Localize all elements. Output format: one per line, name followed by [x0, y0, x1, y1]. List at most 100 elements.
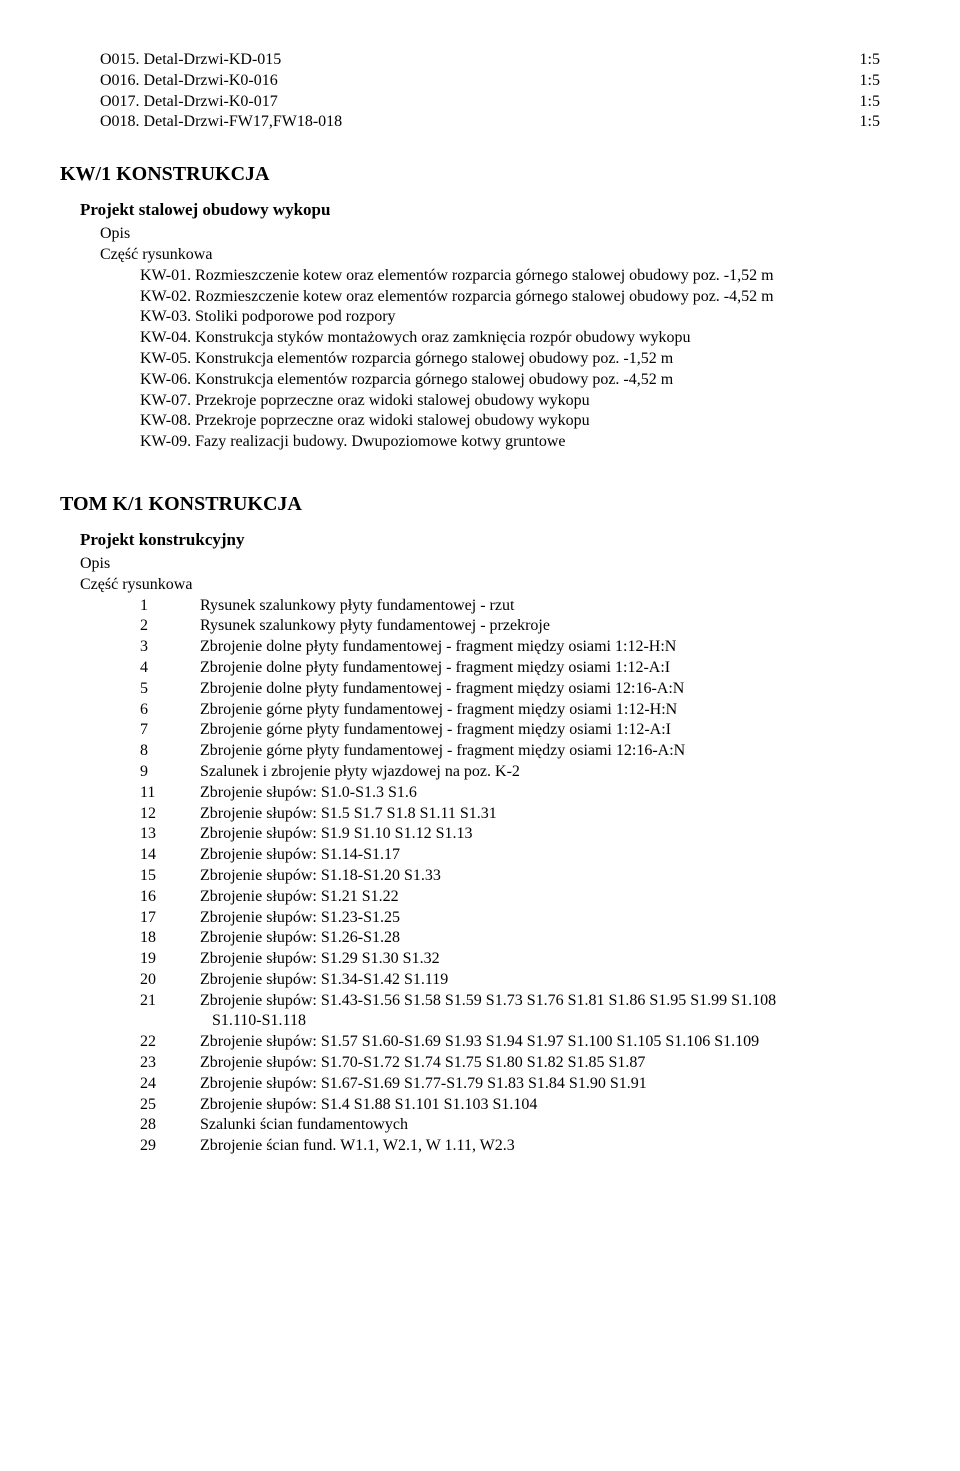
drawing-number: 19 [140, 949, 200, 970]
top-list-left: O018. Detal-Drzwi-FW17,FW18-018 [100, 112, 342, 133]
kw1-item: KW-09. Fazy realizacji budowy. Dwupoziom… [60, 432, 900, 453]
drawing-title: Szalunek i zbrojenie płyty wjazdowej na … [200, 762, 900, 783]
top-list: O015. Detal-Drzwi-KD-0151:5O016. Detal-D… [60, 50, 900, 133]
tomk1-rows-list: 1Rysunek szalunkowy płyty fundamentowej … [60, 596, 900, 1158]
section-kw1-title: KW/1 KONSTRUKCJA [60, 163, 900, 186]
drawing-number: 16 [140, 887, 200, 908]
drawing-row: 22Zbrojenie słupów: S1.57 S1.60-S1.69 S1… [60, 1032, 900, 1053]
kw1-item: KW-05. Konstrukcja elementów rozparcia g… [60, 349, 900, 370]
drawing-row: 18Zbrojenie słupów: S1.26-S1.28 [60, 928, 900, 949]
drawing-row: 19Zbrojenie słupów: S1.29 S1.30 S1.32 [60, 949, 900, 970]
drawing-row: 23Zbrojenie słupów: S1.70-S1.72 S1.74 S1… [60, 1053, 900, 1074]
drawing-number: 3 [140, 637, 200, 658]
drawing-row: 28Szalunki ścian fundamentowych [60, 1115, 900, 1136]
drawing-number: 15 [140, 866, 200, 887]
drawing-row: 21Zbrojenie słupów: S1.43-S1.56 S1.58 S1… [60, 991, 900, 1012]
kw1-item: KW-01. Rozmieszczenie kotew oraz element… [60, 266, 900, 287]
drawing-title: Zbrojenie ścian fund. W1.1, W2.1, W 1.11… [200, 1136, 900, 1157]
kw1-items-list: KW-01. Rozmieszczenie kotew oraz element… [60, 266, 900, 453]
drawing-title: Zbrojenie słupów: S1.34-S1.42 S1.119 [200, 970, 900, 991]
top-list-scale: 1:5 [860, 50, 900, 71]
top-list-scale: 1:5 [860, 112, 900, 133]
drawing-title: Zbrojenie słupów: S1.29 S1.30 S1.32 [200, 949, 900, 970]
top-list-left: O015. Detal-Drzwi-KD-015 [100, 50, 281, 71]
top-list-row: O018. Detal-Drzwi-FW17,FW18-018 1:5 [60, 112, 900, 133]
drawing-row: 29Zbrojenie ścian fund. W1.1, W2.1, W 1.… [60, 1136, 900, 1157]
drawing-number: 12 [140, 804, 200, 825]
drawing-number: 20 [140, 970, 200, 991]
top-list-row: O017. Detal-Drzwi-K0-017 1:5 [60, 92, 900, 113]
drawing-title: Rysunek szalunkowy płyty fundamentowej -… [200, 616, 900, 637]
drawing-number: 24 [140, 1074, 200, 1095]
drawing-row: S1.110-S1.118 [60, 1011, 900, 1032]
top-list-left: O016. Detal-Drzwi-K0-016 [100, 71, 278, 92]
drawing-row: 7Zbrojenie górne płyty fundamentowej - f… [60, 720, 900, 741]
drawing-row: 1Rysunek szalunkowy płyty fundamentowej … [60, 596, 900, 617]
drawing-number: 29 [140, 1136, 200, 1157]
kw1-item: KW-03. Stoliki podporowe pod rozpory [60, 307, 900, 328]
drawing-row: 20Zbrojenie słupów: S1.34-S1.42 S1.119 [60, 970, 900, 991]
drawing-title: Zbrojenie słupów: S1.9 S1.10 S1.12 S1.13 [200, 824, 900, 845]
kw1-opis: Opis [60, 224, 900, 245]
drawing-number: 4 [140, 658, 200, 679]
drawing-number: 25 [140, 1095, 200, 1116]
drawing-number [140, 1011, 200, 1032]
drawing-title: Zbrojenie słupów: S1.4 S1.88 S1.101 S1.1… [200, 1095, 900, 1116]
drawing-row: 9Szalunek i zbrojenie płyty wjazdowej na… [60, 762, 900, 783]
drawing-number: 6 [140, 700, 200, 721]
drawing-number: 9 [140, 762, 200, 783]
drawing-title: Zbrojenie górne płyty fundamentowej - fr… [200, 741, 900, 762]
drawing-title: Zbrojenie słupów: S1.23-S1.25 [200, 908, 900, 929]
drawing-title: Zbrojenie górne płyty fundamentowej - fr… [200, 720, 900, 741]
drawing-row: 13Zbrojenie słupów: S1.9 S1.10 S1.12 S1.… [60, 824, 900, 845]
drawing-row: 6Zbrojenie górne płyty fundamentowej - f… [60, 700, 900, 721]
tomk1-czesc: Część rysunkowa [60, 575, 900, 596]
kw1-item: KW-08. Przekroje poprzeczne oraz widoki … [60, 411, 900, 432]
drawing-title: Zbrojenie słupów: S1.43-S1.56 S1.58 S1.5… [200, 991, 900, 1012]
kw1-item: KW-02. Rozmieszczenie kotew oraz element… [60, 287, 900, 308]
drawing-number: 23 [140, 1053, 200, 1074]
top-list-scale: 1:5 [860, 92, 900, 113]
drawing-title: Zbrojenie słupów: S1.67-S1.69 S1.77-S1.7… [200, 1074, 900, 1095]
drawing-row: 8Zbrojenie górne płyty fundamentowej - f… [60, 741, 900, 762]
drawing-title: Zbrojenie dolne płyty fundamentowej - fr… [200, 658, 900, 679]
drawing-number: 28 [140, 1115, 200, 1136]
drawing-number: 14 [140, 845, 200, 866]
top-list-scale: 1:5 [860, 71, 900, 92]
drawing-title: Zbrojenie słupów: S1.14-S1.17 [200, 845, 900, 866]
drawing-title: Rysunek szalunkowy płyty fundamentowej -… [200, 596, 900, 617]
drawing-number: 5 [140, 679, 200, 700]
drawing-row: 25Zbrojenie słupów: S1.4 S1.88 S1.101 S1… [60, 1095, 900, 1116]
drawing-title: Szalunki ścian fundamentowych [200, 1115, 900, 1136]
section-tomk1-title: TOM K/1 KONSTRUKCJA [60, 493, 900, 516]
drawing-row: 24Zbrojenie słupów: S1.67-S1.69 S1.77-S1… [60, 1074, 900, 1095]
drawing-row: 11Zbrojenie słupów: S1.0-S1.3 S1.6 [60, 783, 900, 804]
drawing-title: Zbrojenie słupów: S1.5 S1.7 S1.8 S1.11 S… [200, 804, 900, 825]
drawing-number: 8 [140, 741, 200, 762]
kw1-czesc: Część rysunkowa [60, 245, 900, 266]
drawing-row: 16Zbrojenie słupów: S1.21 S1.22 [60, 887, 900, 908]
top-list-left: O017. Detal-Drzwi-K0-017 [100, 92, 278, 113]
kw1-item: KW-06. Konstrukcja elementów rozparcia g… [60, 370, 900, 391]
drawing-row: 15Zbrojenie słupów: S1.18-S1.20 S1.33 [60, 866, 900, 887]
subsection-kw1: Projekt stalowej obudowy wykopu [60, 200, 900, 220]
drawing-number: 18 [140, 928, 200, 949]
drawing-title: Zbrojenie górne płyty fundamentowej - fr… [200, 700, 900, 721]
drawing-number: 17 [140, 908, 200, 929]
drawing-number: 11 [140, 783, 200, 804]
drawing-row: 4Zbrojenie dolne płyty fundamentowej - f… [60, 658, 900, 679]
subsection-tomk1: Projekt konstrukcyjny [60, 530, 900, 550]
drawing-row: 2Rysunek szalunkowy płyty fundamentowej … [60, 616, 900, 637]
drawing-number: 21 [140, 991, 200, 1012]
top-list-row: O015. Detal-Drzwi-KD-015 1:5 [60, 50, 900, 71]
drawing-row: 5Zbrojenie dolne płyty fundamentowej - f… [60, 679, 900, 700]
drawing-title: Zbrojenie słupów: S1.18-S1.20 S1.33 [200, 866, 900, 887]
drawing-number: 22 [140, 1032, 200, 1053]
top-list-row: O016. Detal-Drzwi-K0-016 1:5 [60, 71, 900, 92]
drawing-title: Zbrojenie słupów: S1.0-S1.3 S1.6 [200, 783, 900, 804]
drawing-title: Zbrojenie słupów: S1.57 S1.60-S1.69 S1.9… [200, 1032, 900, 1053]
drawing-title: Zbrojenie słupów: S1.70-S1.72 S1.74 S1.7… [200, 1053, 900, 1074]
drawing-number: 13 [140, 824, 200, 845]
drawing-title: Zbrojenie słupów: S1.26-S1.28 [200, 928, 900, 949]
drawing-number: 7 [140, 720, 200, 741]
